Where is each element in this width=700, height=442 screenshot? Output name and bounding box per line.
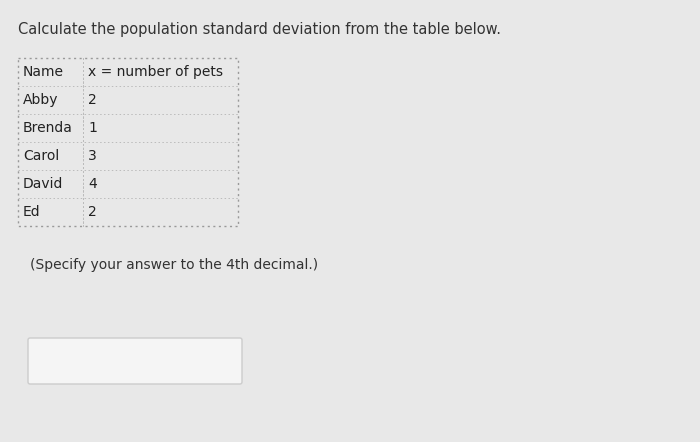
Text: (Specify your answer to the 4th decimal.): (Specify your answer to the 4th decimal.… [30,258,318,272]
Text: 2: 2 [88,93,97,107]
Text: Ed: Ed [23,205,41,219]
Text: David: David [23,177,64,191]
Bar [18,58,238,226]
Text: Brenda: Brenda [23,121,73,135]
FancyBboxPatch shape [28,338,242,384]
Text: 2: 2 [88,205,97,219]
Text: 1: 1 [88,121,97,135]
Text: 3: 3 [88,149,97,163]
Text: Abby: Abby [23,93,59,107]
Text: x = number of pets: x = number of pets [88,65,223,79]
Text: Name: Name [23,65,64,79]
Text: Carol: Carol [23,149,60,163]
Text: 4: 4 [88,177,97,191]
Text: Calculate the population standard deviation from the table below.: Calculate the population standard deviat… [18,22,501,37]
